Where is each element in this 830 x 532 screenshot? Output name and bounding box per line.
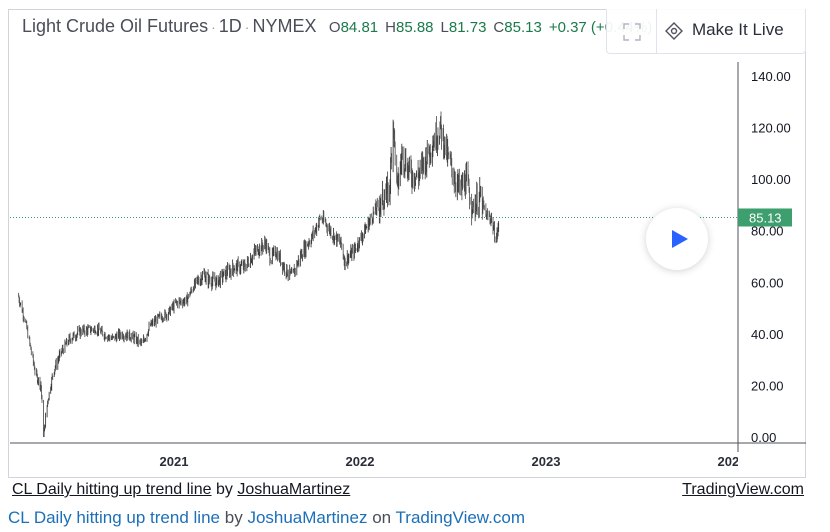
price-tick-label: 60.00 bbox=[751, 275, 784, 290]
caption-idea-link[interactable]: CL Daily hitting up trend line bbox=[8, 508, 220, 527]
footer-author-link[interactable]: JoshuaMartinez bbox=[237, 481, 351, 498]
last-price-badge: 85.13 bbox=[738, 208, 792, 227]
close-label: C bbox=[493, 19, 505, 36]
time-axis[interactable]: 2021 2022 2023 2024 bbox=[160, 454, 748, 469]
price-tick-label: 120.00 bbox=[751, 121, 791, 136]
price-axis[interactable]: 140.00 120.00 100.00 80.00 60.00 40.00 20.00 0.… bbox=[751, 69, 791, 445]
expand-icon bbox=[623, 23, 641, 41]
caption-on: on bbox=[372, 508, 392, 527]
embed-caption: CL Daily hitting up trend line by Joshua… bbox=[8, 508, 525, 528]
candles-layer bbox=[18, 111, 500, 437]
last-price-label: 85.13 bbox=[749, 210, 782, 225]
separator-dot: · bbox=[211, 19, 216, 35]
symbol-title: Light Crude Oil Futures bbox=[22, 16, 209, 36]
time-tick-label: 2024 bbox=[718, 454, 748, 469]
chart-legend: Light Crude Oil Futures · 1D · NYMEX O84.81 H… bbox=[22, 16, 659, 37]
expand-button[interactable] bbox=[607, 9, 657, 53]
price-tick-label: 100.00 bbox=[751, 172, 791, 187]
chart-controls: Make It Live bbox=[606, 9, 806, 54]
price-tick-label: 40.00 bbox=[751, 327, 784, 342]
time-tick-label: 2023 bbox=[532, 454, 561, 469]
footer-by: by bbox=[215, 481, 233, 498]
separator-dot: · bbox=[244, 19, 250, 35]
time-tick-label: 2022 bbox=[346, 454, 375, 469]
broadcast-icon bbox=[665, 21, 683, 40]
caption-site-link[interactable]: TradingView.com bbox=[395, 508, 525, 527]
price-chart[interactable]: 140.00 120.00 100.00 80.00 60.00 40.00 20.00 0.… bbox=[0, 0, 830, 480]
footer-site-link[interactable]: TradingView.com bbox=[682, 481, 804, 498]
price-tick-label: 80.00 bbox=[751, 224, 784, 239]
low-value: 81.73 bbox=[448, 19, 487, 36]
high-label: H bbox=[385, 19, 396, 36]
interval-label: 1D bbox=[218, 16, 242, 36]
high-value: 85.88 bbox=[395, 19, 434, 36]
open-label: O bbox=[328, 19, 341, 36]
time-tick-label: 2021 bbox=[160, 454, 189, 469]
price-tick-label: 20.00 bbox=[751, 378, 784, 393]
make-it-live-button[interactable]: Make It Live bbox=[662, 9, 784, 53]
price-tick-label: 140.00 bbox=[751, 69, 791, 84]
price-tick-label: 0.00 bbox=[751, 430, 776, 445]
play-button[interactable] bbox=[646, 208, 708, 270]
caption-author-link[interactable]: JoshuaMartinez bbox=[247, 508, 368, 527]
close-value: 85.13 bbox=[504, 19, 542, 36]
last-price-badge-bg bbox=[738, 208, 792, 227]
caption-by: by bbox=[224, 508, 243, 527]
play-icon bbox=[672, 230, 688, 248]
make-it-live-label: Make It Live bbox=[692, 20, 784, 39]
open-value: 84.81 bbox=[340, 19, 379, 36]
exchange-label: NYMEX bbox=[252, 16, 317, 36]
chart-footer: CL Daily hitting up trend line by Joshua… bbox=[12, 481, 804, 499]
low-label: L bbox=[440, 19, 449, 36]
footer-idea-link[interactable]: CL Daily hitting up trend line bbox=[12, 481, 212, 498]
